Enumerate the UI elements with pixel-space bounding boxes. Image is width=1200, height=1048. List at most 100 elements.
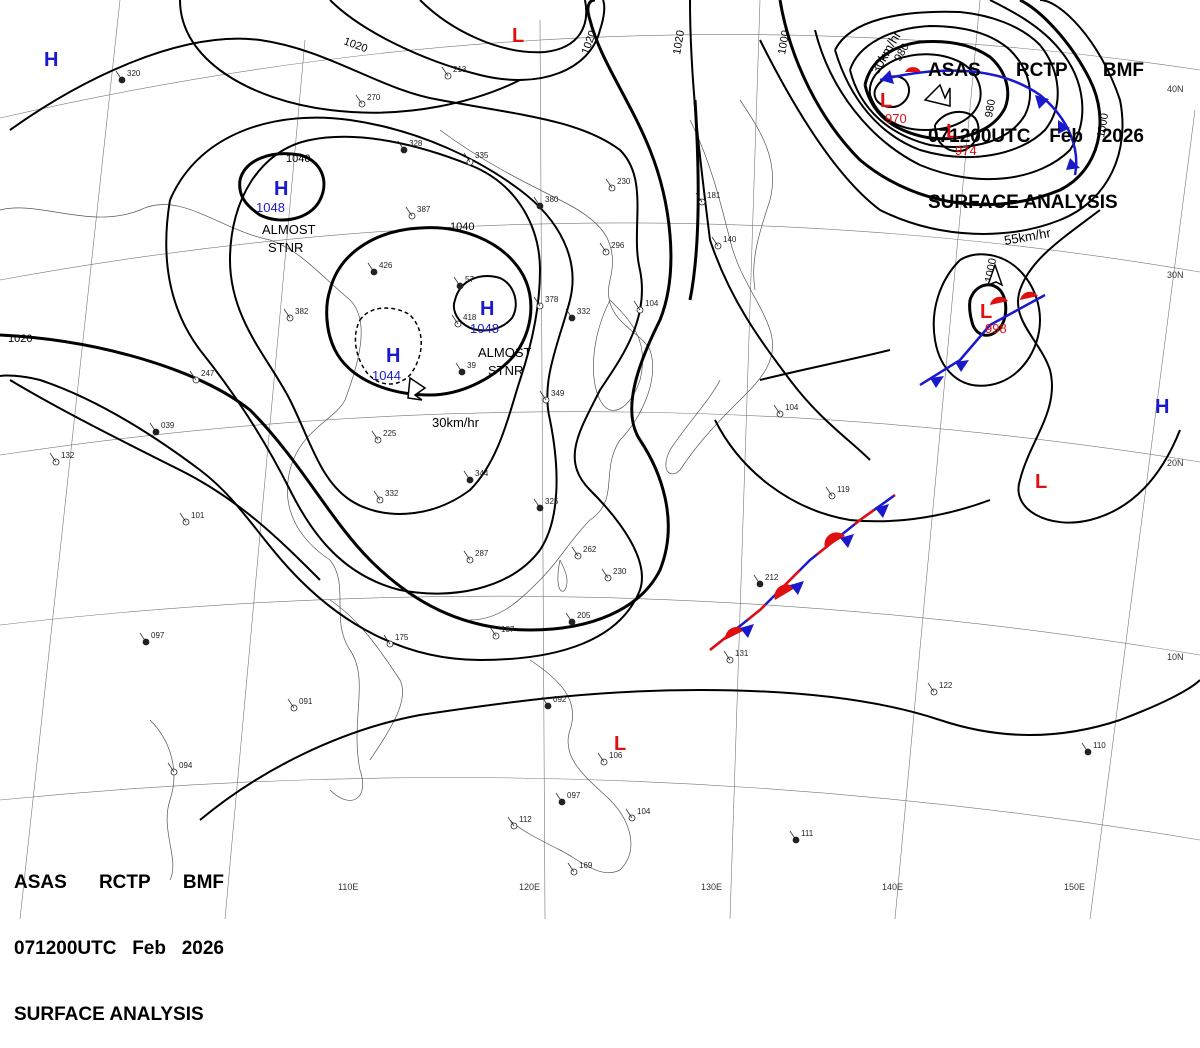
isobar-1028-north	[179, 0, 521, 114]
low-pressure-symbol: L	[614, 733, 626, 755]
isobar-1004	[759, 0, 1124, 235]
isobar-1036	[229, 135, 542, 515]
isobar-1016-east	[689, 0, 871, 461]
movement-arrows	[407, 83, 1004, 401]
isobar-1008-south	[199, 679, 1200, 821]
header-agency-code: ASAS	[928, 60, 981, 81]
station-pressure-value: 097	[151, 631, 165, 640]
station-pressure-value: 212	[765, 573, 779, 582]
isobar-1012-mid	[714, 419, 991, 523]
header-title: SURFACE ANALYSIS	[928, 192, 1118, 213]
wind-barb-icon	[149, 422, 157, 433]
coast-philippines	[509, 659, 632, 874]
station-pressure-value: 104	[637, 807, 651, 816]
isobar-1044	[452, 275, 517, 332]
station-pressure-value: 106	[609, 751, 623, 760]
almost-stnr-label: ALMOST	[478, 345, 532, 360]
coast-mainland-china	[0, 204, 363, 801]
wind-barb-icon	[49, 452, 57, 463]
wind-barb-icon	[825, 486, 833, 497]
station-pressure-value: 175	[395, 633, 409, 642]
high-pressure-value: 1048	[470, 321, 499, 336]
station-pressure-value: 225	[383, 429, 397, 438]
coast-bay-of-bengal	[149, 719, 175, 881]
station-pressure-value: 104	[645, 299, 659, 308]
isobar-1040-west	[238, 152, 326, 222]
station-pressure-value: 332	[577, 307, 591, 316]
station-pressure-value: 262	[583, 545, 597, 554]
high-pressure-symbol: H	[480, 298, 494, 320]
wind-barb-icon	[489, 626, 497, 637]
cold-front-triangle	[930, 376, 944, 388]
lon-label-130: 130E	[701, 882, 722, 892]
isobar-1030-outer	[0, 37, 643, 662]
isobar-1012-east	[1017, 209, 1181, 524]
low-pressure-value: 974	[955, 143, 977, 158]
high-pressure-symbol: H	[1155, 396, 1169, 418]
wind-barb-icon	[115, 70, 123, 81]
isobar-label-980-e: 980	[983, 98, 998, 118]
grid-line-lon-140	[894, 0, 981, 919]
high-pressure-value: 1044	[372, 368, 401, 383]
station-pressure-value: 104	[785, 403, 799, 412]
lon-label-150: 150E	[1064, 882, 1085, 892]
coast-korea	[593, 299, 643, 411]
station-pressure-value: 325	[545, 497, 559, 506]
isobar-976	[934, 110, 980, 153]
station-pressure-value: 112	[519, 815, 532, 824]
header-line-2: 071200UTC Feb 2026	[928, 126, 1144, 148]
cold-front-east	[919, 293, 1046, 387]
station-pressure-value: 378	[545, 295, 559, 304]
wind-barb-icon	[599, 242, 607, 253]
header-title: SURFACE ANALYSIS	[14, 1004, 204, 1025]
station-plots: 320 270 213 328 335 230 380 387 296 426 181 140 57 41…	[49, 65, 1106, 876]
cold-front-triangle	[1058, 120, 1070, 134]
low-pressure-symbol: L	[946, 121, 958, 143]
grid-line-lat-20	[0, 411, 1200, 463]
wind-barb-icon	[463, 152, 471, 163]
isobar-1024-west	[9, 379, 321, 581]
isobar-1020-north	[329, 0, 606, 81]
station-pressure-value: 296	[611, 241, 625, 250]
cold-front-triangle	[840, 534, 854, 548]
coastlines	[0, 99, 774, 881]
movement-arrow-icon	[923, 83, 951, 107]
station-pressure-value: 349	[551, 389, 565, 398]
station-pressure-value: 119	[837, 485, 850, 494]
occluded-front-north	[879, 69, 1078, 176]
pressure-systems: H 1048 H 1048 H 1044 H H L 970 L 974 L 9…	[44, 25, 1169, 755]
isobar-dashed-1046	[354, 307, 422, 385]
station-pressure-value: 140	[723, 235, 737, 244]
high-pressure-value: 1048	[256, 200, 285, 215]
almost-stnr-label: STNR	[488, 363, 523, 378]
coast-indochina	[329, 599, 403, 761]
header-station-code: RCTP	[1015, 60, 1068, 81]
almost-stnr-label: ALMOST	[262, 222, 316, 237]
cold-front-triangle	[1066, 158, 1080, 170]
isobar-label-1040-east: 1040	[450, 221, 474, 233]
station-pressure-value: 418	[463, 313, 477, 322]
station-pressure-value: 328	[409, 139, 423, 148]
map-header-bottom-left: ASAS RCTP BMF 071200UTC Feb 2026 SURFACE…	[14, 828, 224, 1048]
header-agency-code: ASAS	[14, 872, 67, 893]
coast-sakhalin	[739, 99, 774, 291]
cold-front-triangle	[880, 70, 894, 84]
station-pressure-value: 287	[475, 549, 489, 558]
movement-arrow-icon	[407, 376, 427, 401]
wind-barb-icon	[371, 430, 379, 441]
lat-label-30: 30N	[1167, 270, 1184, 280]
header-month: Feb	[1049, 126, 1083, 147]
isobar-1032	[165, 116, 574, 595]
isobar-label-1000-n: 1000	[776, 29, 792, 55]
low-pressure-symbol: L	[1035, 471, 1047, 493]
isobar-1000	[778, 0, 1102, 207]
cold-front-triangle	[790, 581, 804, 595]
wind-barb-icon	[533, 498, 541, 509]
isobar-1040-east	[325, 226, 533, 397]
station-pressure-value: 247	[201, 369, 215, 378]
wind-barb-icon	[451, 314, 459, 325]
low-pressure-value: 998	[985, 321, 1007, 336]
header-year: 2026	[181, 938, 224, 959]
wind-barb-icon	[695, 192, 703, 203]
warm-front-semicircle	[990, 296, 1008, 305]
